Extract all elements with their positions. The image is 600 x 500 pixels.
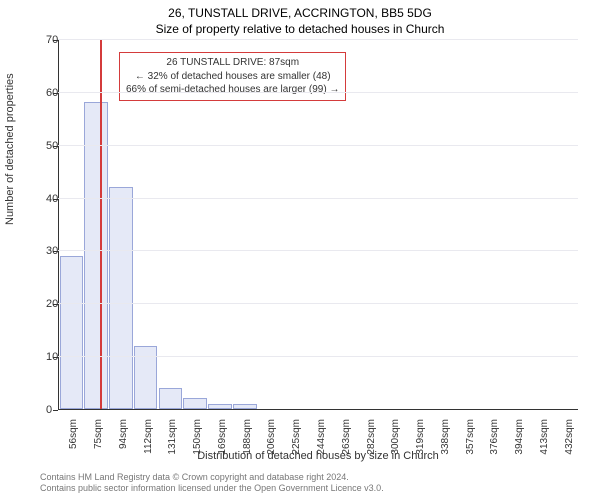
chart-title: 26, TUNSTALL DRIVE, ACCRINGTON, BB5 5DG <box>0 6 600 20</box>
y-axis-label: Number of detached properties <box>4 73 16 225</box>
x-axis-label: Distribution of detached houses by size … <box>58 450 578 462</box>
footer-line-1: Contains HM Land Registry data © Crown c… <box>40 472 384 483</box>
y-tick: 40 <box>46 193 52 205</box>
gridline <box>58 145 578 146</box>
footer: Contains HM Land Registry data © Crown c… <box>40 472 384 495</box>
y-tick: 30 <box>46 245 52 257</box>
y-tick: 70 <box>46 34 52 46</box>
gridline <box>58 356 578 357</box>
y-tick: 20 <box>46 298 52 310</box>
y-tick: 60 <box>46 87 52 99</box>
gridline <box>58 303 578 304</box>
chart-container: 26, TUNSTALL DRIVE, ACCRINGTON, BB5 5DG … <box>0 0 600 500</box>
footer-line-2: Contains public sector information licen… <box>40 483 384 494</box>
gridline <box>58 198 578 199</box>
gridline <box>58 92 578 93</box>
y-tick: 50 <box>46 140 52 152</box>
chart-subtitle: Size of property relative to detached ho… <box>0 22 600 36</box>
y-tick: 10 <box>46 351 52 363</box>
chart-area: 26 TUNSTALL DRIVE: 87sqm ← 32% of detach… <box>58 40 578 410</box>
gridlines-group <box>58 40 578 410</box>
y-tick: 0 <box>46 404 52 416</box>
gridline <box>58 39 578 40</box>
gridline <box>58 250 578 251</box>
